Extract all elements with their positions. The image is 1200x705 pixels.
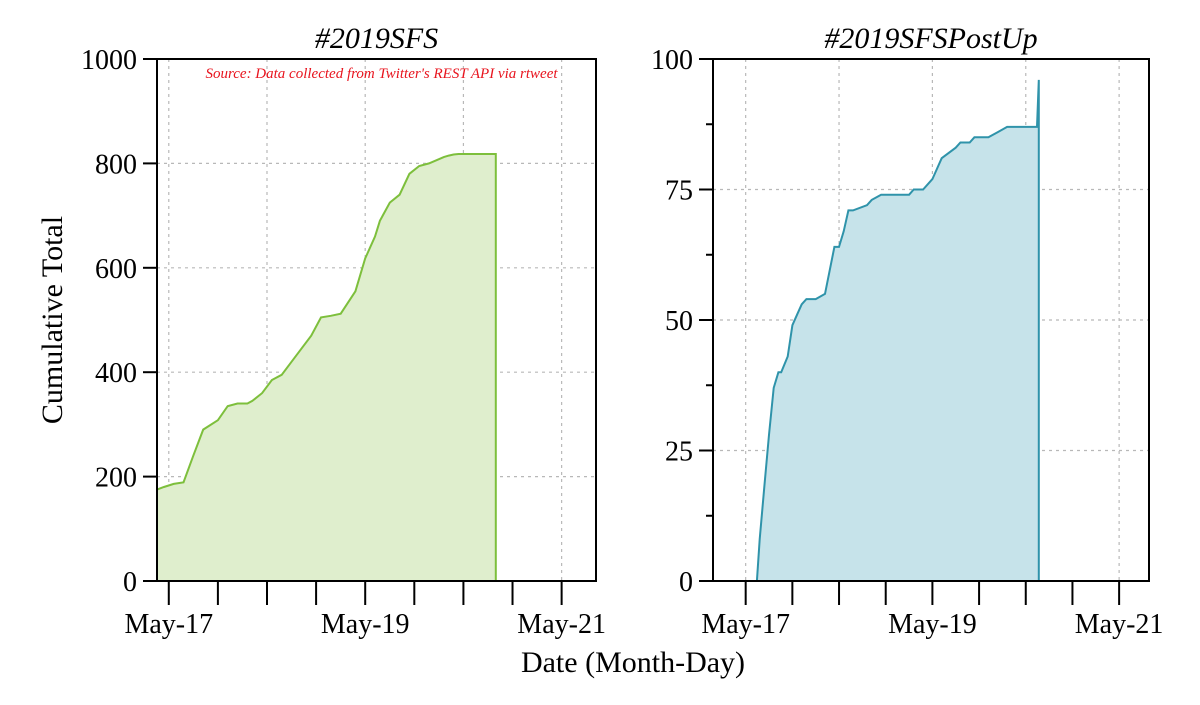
- x-tick-label: May-17: [701, 609, 790, 640]
- y-tick-label: 25: [665, 437, 693, 468]
- panel-title-2019sfspostup: #2019SFSPostUp: [824, 22, 1037, 55]
- y-axis-title: Cumulative Total: [36, 216, 69, 424]
- x-tick-label: May-19: [888, 609, 977, 640]
- y-tick-label: 200: [95, 463, 137, 494]
- panel-2019sfspostup: 0 25 50 75 100 May-17 May-19 May-21 #2019SFSPos…: [651, 22, 1163, 640]
- y-tick-label: 75: [665, 176, 693, 207]
- cumulative-area-2019sfspostup: [757, 80, 1039, 581]
- cumulative-area-2019sfs: [157, 154, 496, 581]
- x-tick-label: May-17: [124, 609, 213, 640]
- y-tick-label: 50: [665, 306, 693, 337]
- x-axis-title: Date (Month-Day): [521, 646, 745, 679]
- x-tick-label: May-19: [321, 609, 410, 640]
- y-tick-label: 600: [95, 254, 137, 285]
- y-tick-label: 0: [123, 567, 137, 598]
- source-annotation: Source: Data collected from Twitter's RE…: [205, 66, 558, 82]
- y-tick-label: 100: [651, 45, 693, 76]
- y-tick-label: 400: [95, 358, 137, 389]
- x-tick-label: May-21: [1075, 609, 1164, 640]
- x-tick-label: May-21: [517, 609, 606, 640]
- y-tick-label: 0: [679, 567, 693, 598]
- panel-title-2019sfs: #2019SFS: [315, 22, 438, 55]
- panel-2019sfs: 0 200 400 600 800 1000 May-17 May-19 May-21 #201…: [81, 22, 606, 640]
- y-tick-label: 800: [95, 149, 137, 180]
- y-tick-label: 1000: [81, 45, 137, 76]
